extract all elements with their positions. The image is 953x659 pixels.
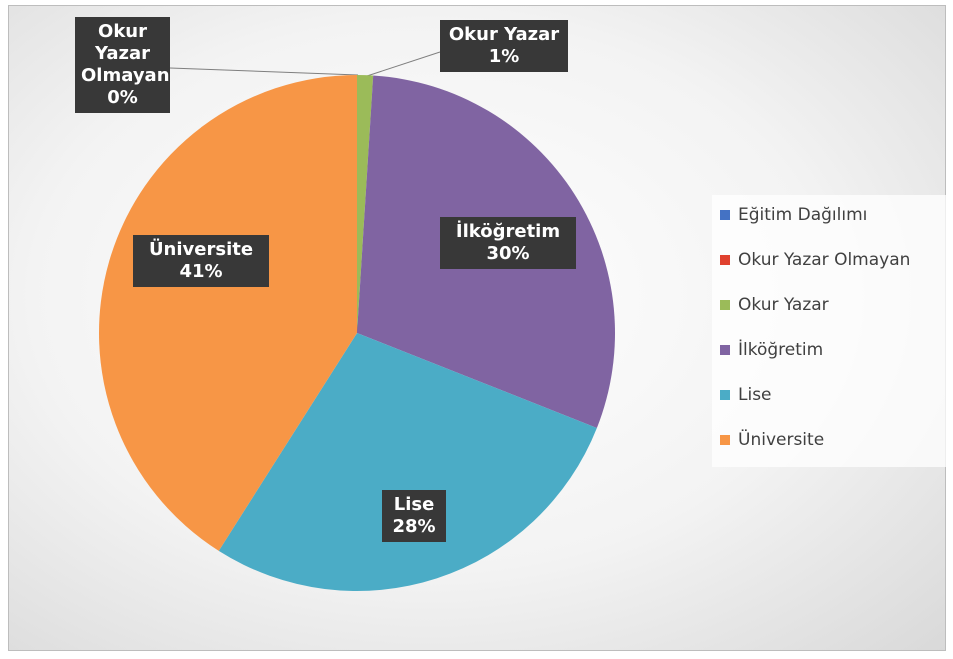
legend-swatch: [720, 345, 730, 355]
legend-item: Okur Yazar Olmayan: [720, 250, 910, 270]
legend-label: Eğitim Dağılımı: [738, 205, 868, 225]
legend-label: İlköğretim: [738, 340, 824, 360]
legend-item: Okur Yazar: [720, 295, 829, 315]
label-value: 1%: [488, 46, 520, 67]
label-category: Okur Yazar Olmayan: [81, 21, 170, 86]
slice: [357, 75, 374, 333]
legend-item: Lise: [720, 385, 772, 405]
leader-line: [169, 67, 359, 76]
label-value: 28%: [392, 516, 436, 537]
legend-swatch: [720, 435, 730, 445]
legend-label: Okur Yazar Olmayan: [738, 250, 911, 270]
data-label: Okur Yazar 1%: [440, 20, 568, 72]
data-label: Lise 28%: [382, 490, 446, 542]
legend-item: Üniversite: [720, 430, 824, 450]
legend-item: Eğitim Dağılımı: [720, 205, 867, 225]
label-value: 30%: [486, 243, 530, 264]
legend-label: Üniversite: [738, 430, 825, 450]
label-category: Lise: [393, 494, 435, 515]
slice: [218, 333, 597, 591]
data-label: Okur Yazar Olmayan 0%: [75, 17, 170, 113]
slice: [99, 75, 357, 551]
label-value: 0%: [107, 87, 138, 108]
legend: Eğitim Dağılımı Okur Yazar Olmayan Okur Ya…: [712, 195, 952, 467]
legend-item: İlköğretim: [720, 340, 823, 360]
legend-swatch: [720, 390, 730, 400]
legend-label: Lise: [738, 385, 772, 405]
data-label: Üniversite 41%: [133, 235, 269, 287]
legend-swatch: [720, 255, 730, 265]
legend-label: Okur Yazar: [738, 295, 829, 315]
label-category: İlköğretim: [455, 221, 561, 242]
label-value: 41%: [179, 261, 223, 282]
data-label: İlköğretim 30%: [440, 217, 576, 269]
label-category: Okur Yazar: [448, 24, 560, 45]
legend-swatch: [720, 300, 730, 310]
legend-swatch: [720, 210, 730, 220]
leader-line: [366, 51, 441, 77]
label-category: Üniversite: [148, 239, 254, 260]
